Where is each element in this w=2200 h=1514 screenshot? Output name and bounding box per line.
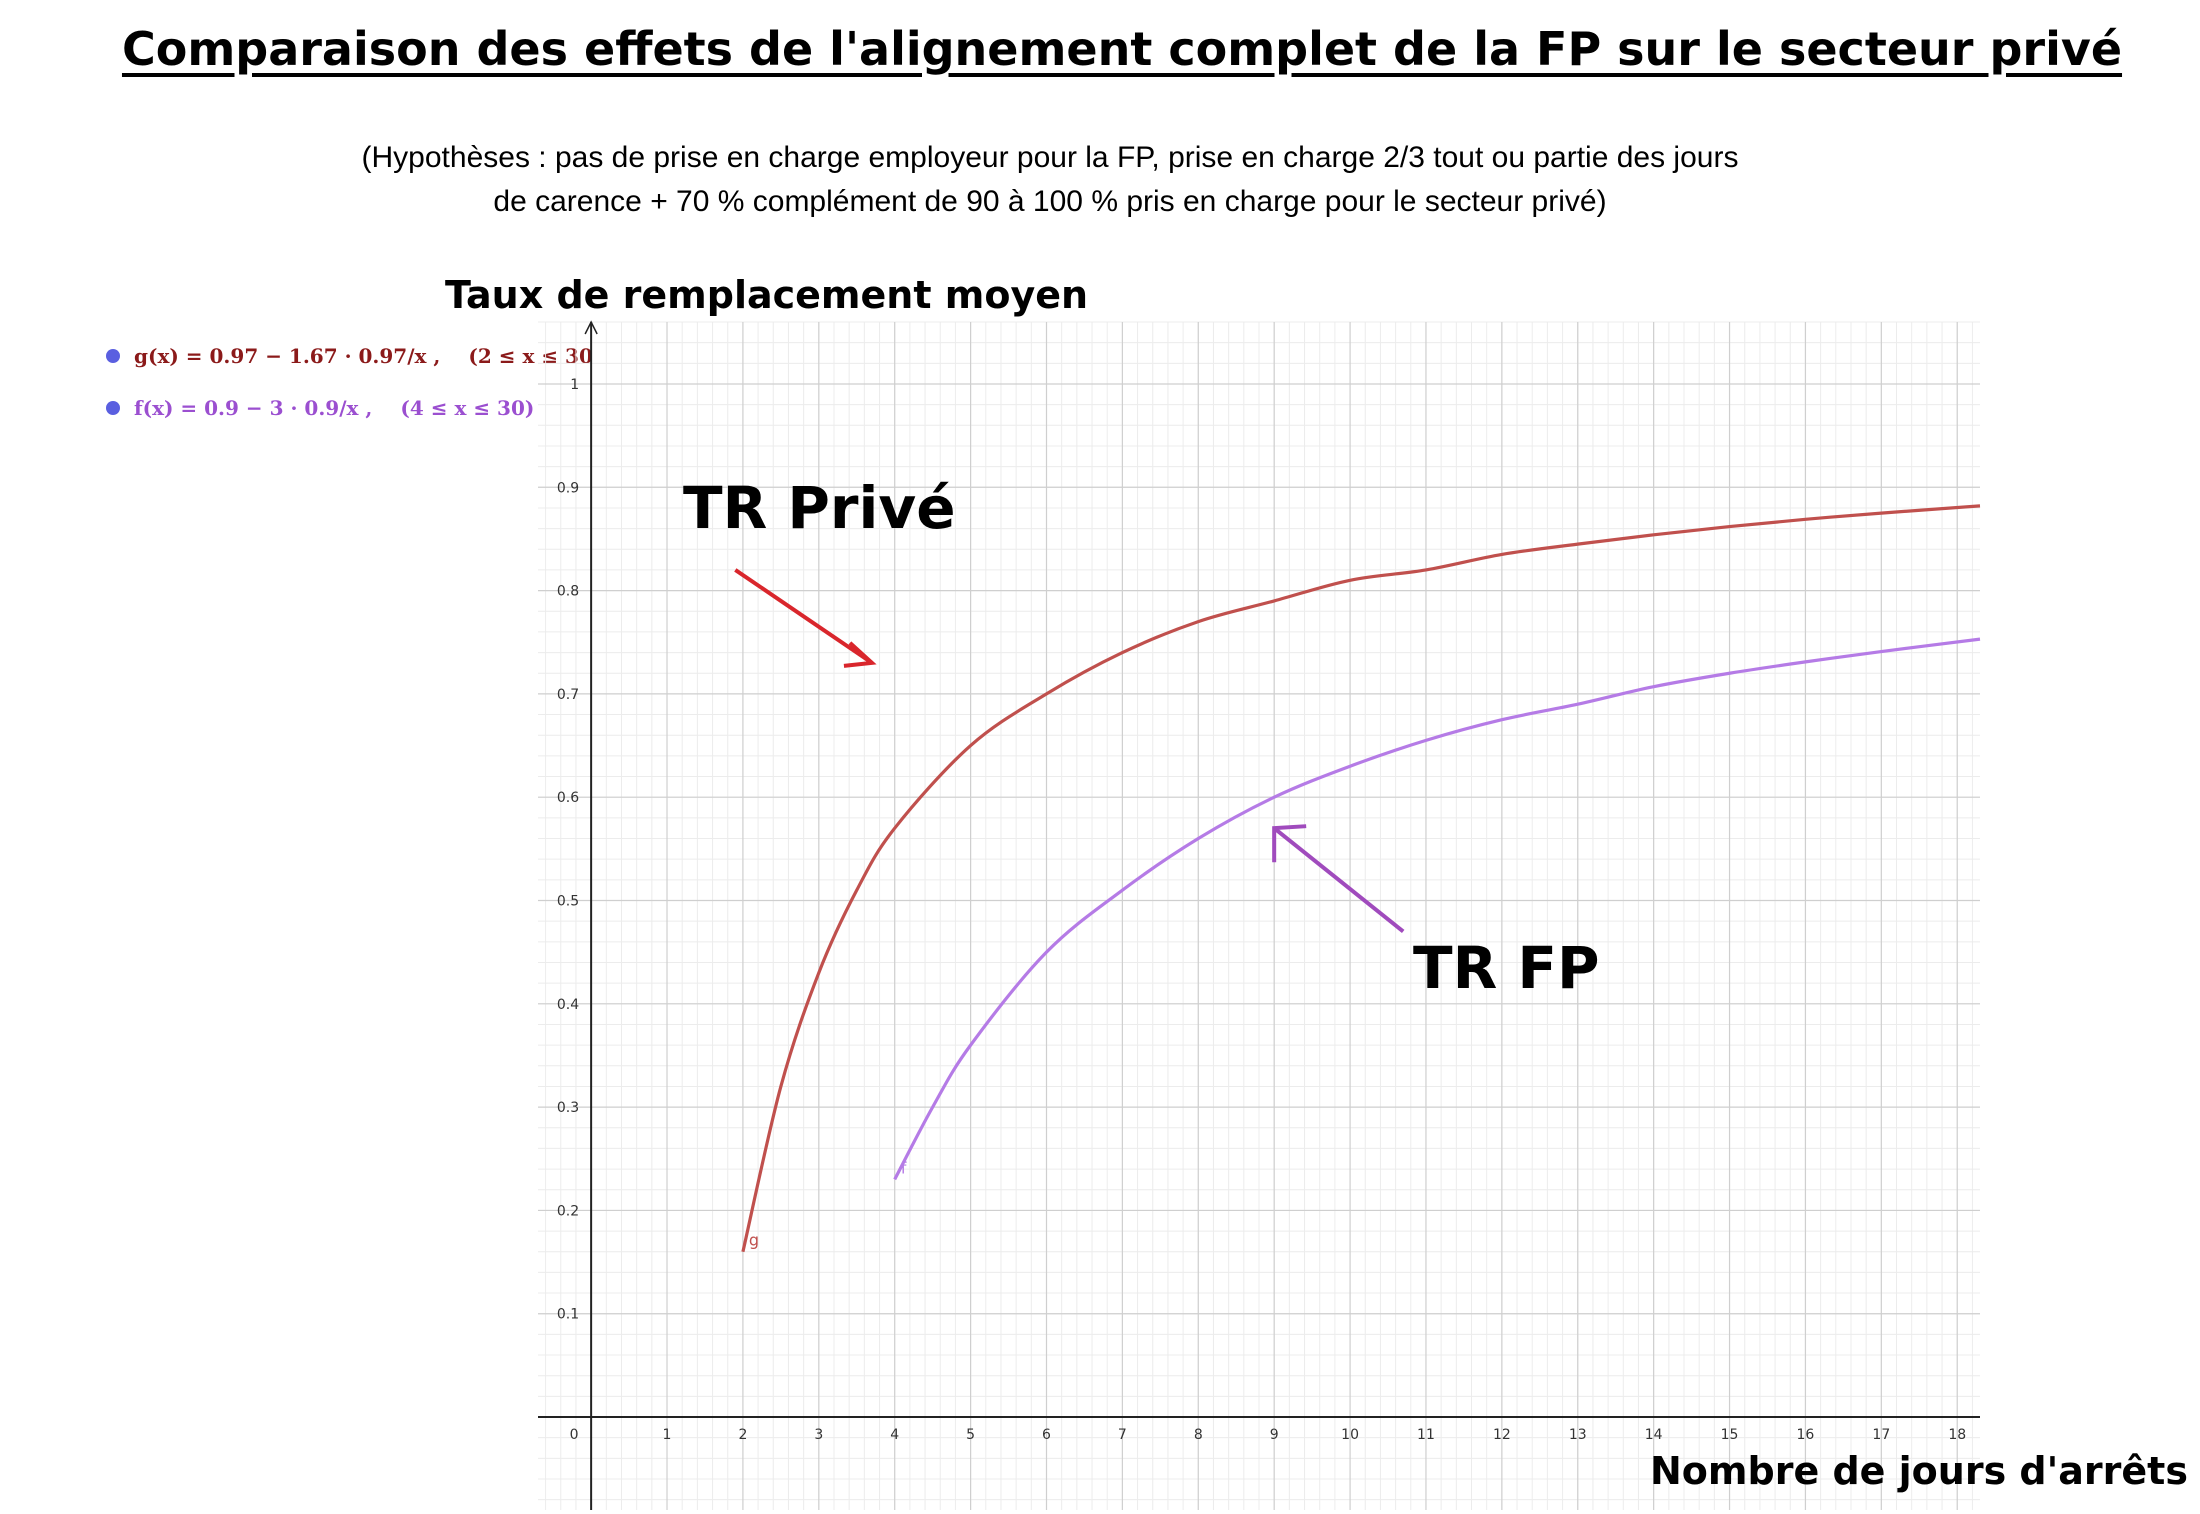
y-axis-title: Taux de remplacement moyen xyxy=(445,273,1088,317)
x-tick-label: 7 xyxy=(1118,1427,1127,1443)
x-tick-label: 0 xyxy=(570,1427,579,1443)
y-tick-label: 0.1 xyxy=(557,1307,579,1323)
legend-item-f[interactable]: f(x) = 0.9 − 3 · 0.9/x , (4 ≤ x ≤ 30) xyxy=(106,382,593,434)
subtitle-line-1: (Hypothèses : pas de prise en charge emp… xyxy=(361,141,1739,174)
x-tick-label: 11 xyxy=(1417,1427,1435,1443)
x-tick-label: 8 xyxy=(1194,1427,1203,1443)
x-tick-label: 1 xyxy=(663,1427,672,1443)
arrowhead-tr-prive xyxy=(843,641,877,668)
x-tick-label: 5 xyxy=(966,1427,975,1443)
legend-expression-f: f(x) = 0.9 − 3 · 0.9/x , xyxy=(134,396,373,420)
y-tick-label: 0.2 xyxy=(557,1203,579,1219)
legend-item-g[interactable]: g(x) = 0.97 − 1.67 · 0.97/x , (2 ≤ x ≤ 3… xyxy=(106,330,593,382)
y-tick-label: 0.6 xyxy=(557,790,579,806)
subtitle-line-2: de carence + 70 % complément de 90 à 100… xyxy=(493,185,1607,218)
arrow-tr-prive xyxy=(734,568,874,665)
y-tick-label: 0.8 xyxy=(557,584,579,600)
annotation-tr-prive: TR Privé xyxy=(683,474,956,542)
x-tick-label: 12 xyxy=(1493,1427,1511,1443)
series-label-f: f xyxy=(901,1158,907,1177)
x-tick-label: 3 xyxy=(814,1427,823,1443)
series-line-g xyxy=(741,504,1981,1253)
x-tick-label: 14 xyxy=(1645,1427,1663,1443)
legend-domain-g: (2 ≤ x ≤ 30 xyxy=(468,344,593,368)
x-tick-label: 2 xyxy=(738,1427,747,1443)
x-axis-title: Nombre de jours d'arrêts xyxy=(1650,1449,2188,1493)
axes xyxy=(538,320,1980,1510)
arrowhead-tr-fp xyxy=(1272,824,1307,863)
y-tick-label: 1 xyxy=(570,377,579,393)
x-tick-label: 4 xyxy=(890,1427,899,1443)
legend-expression-g: g(x) = 0.97 − 1.67 · 0.97/x , xyxy=(134,344,441,368)
y-tick-label: 0.3 xyxy=(557,1100,579,1116)
y-tick-label: 0.4 xyxy=(557,997,579,1013)
y-tick-label: 0.5 xyxy=(557,894,579,910)
annotation-arrows xyxy=(734,568,1405,934)
annotation-tr-fp: TR FP xyxy=(1413,934,1600,1002)
series-line-f xyxy=(893,637,1981,1181)
function-legend: g(x) = 0.97 − 1.67 · 0.97/x , (2 ≤ x ≤ 3… xyxy=(106,330,593,434)
y-axis-arrow-icon xyxy=(584,320,598,335)
visibility-dot-icon[interactable] xyxy=(106,401,120,415)
y-tick-label: 0.7 xyxy=(557,687,579,703)
arrow-tr-fp xyxy=(1272,826,1405,934)
x-tick-label: 10 xyxy=(1341,1427,1359,1443)
series-lines: gf xyxy=(741,504,1981,1253)
legend-domain-f: (4 ≤ x ≤ 30) xyxy=(400,396,535,420)
chart-title: Comparaison des effets de l'alignement c… xyxy=(121,22,2123,76)
x-tick-label: 6 xyxy=(1042,1427,1051,1443)
x-tick-label: 17 xyxy=(1872,1427,1890,1443)
x-tick-label: 18 xyxy=(1948,1427,1966,1443)
visibility-dot-icon[interactable] xyxy=(106,349,120,363)
tick-labels: 0 1 2 3 4 5 6 7 8 9 10 11 12 13 14 15 16 17 180.10.20.30.4… xyxy=(557,377,1966,1443)
x-tick-label: 15 xyxy=(1721,1427,1739,1443)
series-label-g: g xyxy=(749,1231,759,1250)
chart-subtitle: (Hypothèses : pas de prise en charge emp… xyxy=(0,136,2100,224)
x-tick-label: 16 xyxy=(1797,1427,1815,1443)
x-tick-label: 9 xyxy=(1270,1427,1279,1443)
x-tick-label: 13 xyxy=(1569,1427,1587,1443)
y-tick-label: 0.9 xyxy=(557,480,579,496)
